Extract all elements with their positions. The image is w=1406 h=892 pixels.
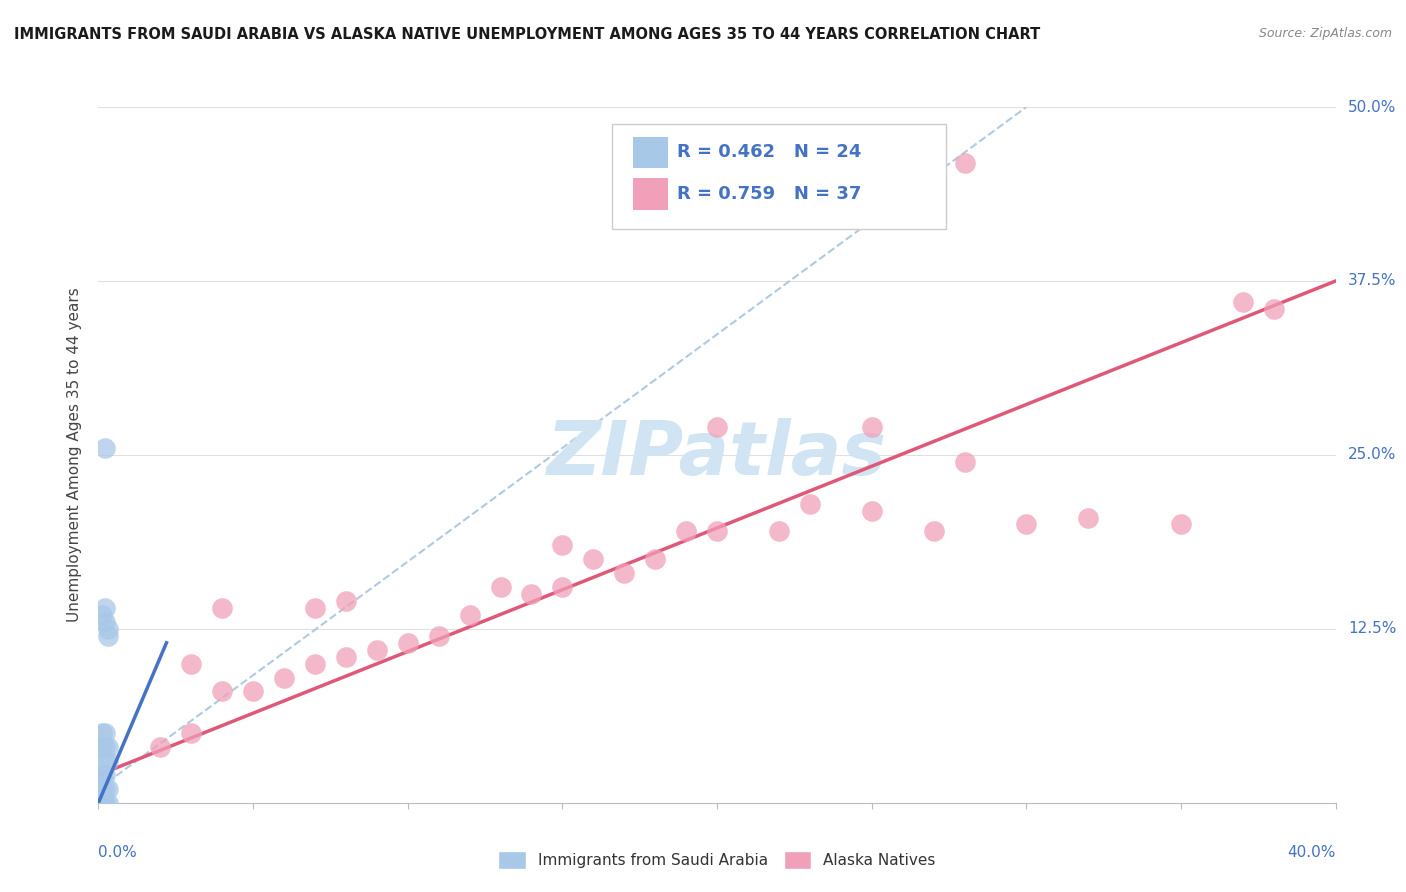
Point [1232, 294, 1254, 309]
Point [93, 740, 115, 755]
Text: 0.0%: 0.0% [98, 845, 138, 860]
Point [860, 503, 883, 517]
Point [396, 636, 419, 650]
Text: R = 0.462   N = 24: R = 0.462 N = 24 [678, 144, 862, 161]
Text: 25.0%: 25.0% [1348, 448, 1396, 462]
Point [90, 740, 112, 755]
Point [551, 580, 574, 594]
Point [97, 796, 120, 810]
FancyBboxPatch shape [633, 178, 668, 210]
Point [675, 524, 697, 539]
Point [335, 594, 357, 608]
Text: 40.0%: 40.0% [1288, 845, 1336, 860]
Point [520, 587, 543, 601]
Legend: Immigrants from Saudi Arabia, Alaska Natives: Immigrants from Saudi Arabia, Alaska Nat… [492, 846, 942, 875]
Point [242, 684, 264, 698]
Text: ZIPatlas: ZIPatlas [547, 418, 887, 491]
FancyBboxPatch shape [633, 136, 668, 168]
Point [90, 796, 112, 810]
Point [180, 657, 202, 671]
Text: Source: ZipAtlas.com: Source: ZipAtlas.com [1258, 27, 1392, 40]
Point [706, 420, 728, 434]
Point [97, 622, 120, 636]
Point [93, 781, 115, 796]
Point [799, 497, 821, 511]
Point [90, 726, 112, 740]
Text: 12.5%: 12.5% [1348, 622, 1396, 636]
Point [97, 754, 120, 768]
Point [458, 607, 481, 622]
Point [149, 740, 172, 755]
Point [335, 649, 357, 664]
Point [90, 607, 112, 622]
Point [90, 796, 112, 810]
Point [860, 420, 883, 434]
FancyBboxPatch shape [612, 124, 946, 229]
Text: 50.0%: 50.0% [1348, 100, 1396, 114]
Point [90, 781, 112, 796]
Text: IMMIGRANTS FROM SAUDI ARABIA VS ALASKA NATIVE UNEMPLOYMENT AMONG AGES 35 TO 44 Y: IMMIGRANTS FROM SAUDI ARABIA VS ALASKA N… [14, 27, 1040, 42]
Point [93, 615, 115, 629]
Text: 37.5%: 37.5% [1348, 274, 1396, 288]
Point [613, 566, 636, 581]
Point [180, 726, 202, 740]
Point [1015, 517, 1038, 532]
Point [922, 524, 945, 539]
Point [1170, 517, 1192, 532]
Point [551, 538, 574, 552]
Point [304, 601, 326, 615]
Point [706, 524, 728, 539]
Point [97, 781, 120, 796]
Point [582, 552, 605, 566]
Point [366, 642, 388, 657]
Point [273, 671, 295, 685]
Point [489, 580, 512, 594]
Point [93, 796, 115, 810]
Point [644, 552, 666, 566]
Point [93, 441, 115, 455]
Point [953, 455, 976, 469]
Point [93, 726, 115, 740]
Point [93, 768, 115, 782]
Point [1077, 510, 1099, 524]
Text: R = 0.759   N = 37: R = 0.759 N = 37 [678, 185, 862, 203]
Point [427, 629, 450, 643]
Point [90, 768, 112, 782]
Point [93, 754, 115, 768]
Point [93, 601, 115, 615]
Y-axis label: Unemployment Among Ages 35 to 44 years: Unemployment Among Ages 35 to 44 years [67, 287, 83, 623]
Point [211, 684, 233, 698]
Point [97, 740, 120, 755]
Point [97, 629, 120, 643]
Point [768, 524, 790, 539]
Point [211, 601, 233, 615]
Point [953, 155, 976, 169]
Point [93, 796, 115, 810]
Point [304, 657, 326, 671]
Point [90, 768, 112, 782]
Point [1263, 301, 1285, 316]
